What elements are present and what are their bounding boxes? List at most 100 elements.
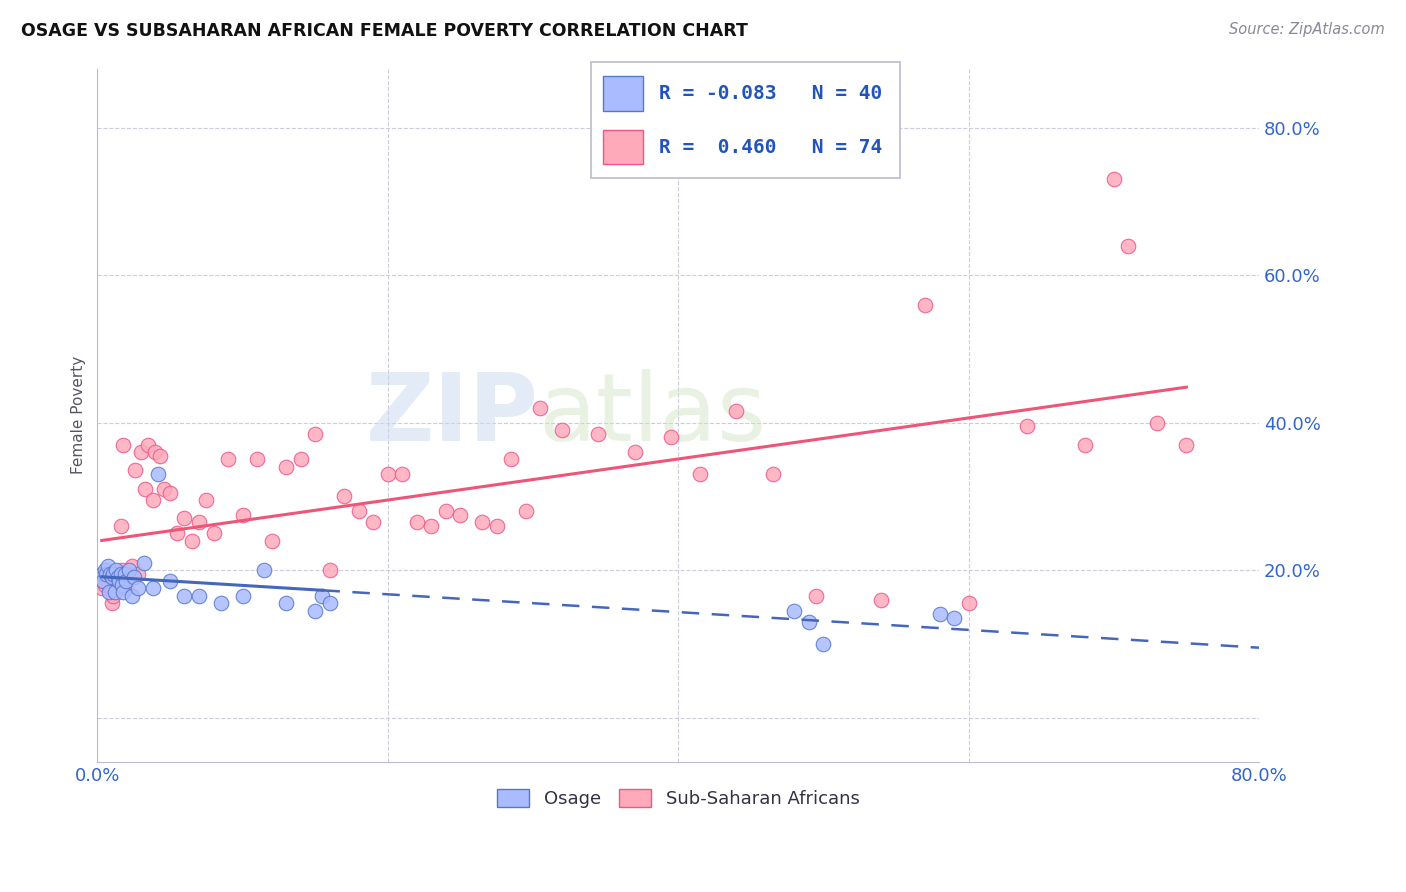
Point (101, 570, 124, 584)
Point (100, 566, 122, 581)
Legend: Osage, Sub-Saharan Africans: Osage, Sub-Saharan Africans (489, 781, 868, 815)
Point (274, 596, 297, 610)
Point (166, 526, 188, 541)
Point (588, 426, 610, 441)
Point (246, 452, 269, 467)
Point (105, 563, 128, 577)
Point (202, 526, 225, 541)
FancyBboxPatch shape (603, 129, 643, 164)
Point (132, 556, 155, 570)
Point (529, 401, 551, 415)
Point (111, 563, 134, 577)
Point (274, 459, 297, 474)
Point (253, 563, 276, 577)
Point (108, 574, 131, 588)
Point (94, 566, 117, 581)
Point (318, 596, 340, 610)
Point (501, 452, 523, 467)
FancyBboxPatch shape (591, 62, 900, 178)
Text: atlas: atlas (538, 369, 768, 461)
Point (914, 297, 936, 311)
Point (405, 515, 427, 529)
Point (623, 445, 645, 459)
Point (1146, 416, 1168, 430)
Point (115, 574, 138, 588)
Point (180, 533, 202, 548)
Point (148, 467, 170, 482)
Y-axis label: Female Poverty: Female Poverty (72, 356, 86, 475)
Point (94, 566, 117, 581)
Point (333, 489, 356, 503)
Text: ZIP: ZIP (366, 369, 538, 461)
Point (347, 504, 370, 518)
Point (114, 566, 136, 581)
Point (122, 570, 145, 584)
Point (98, 585, 121, 599)
Point (141, 582, 163, 596)
Point (928, 607, 950, 622)
Point (101, 596, 124, 610)
Point (105, 566, 128, 581)
Point (121, 559, 143, 574)
Point (290, 452, 312, 467)
Point (870, 592, 893, 607)
Point (90, 582, 112, 596)
Point (420, 518, 443, 533)
Point (1015, 419, 1038, 434)
Point (304, 426, 326, 441)
Point (141, 492, 163, 507)
Point (104, 585, 127, 599)
Point (145, 445, 167, 459)
Text: OSAGE VS SUBSAHARAN AFRICAN FEMALE POVERTY CORRELATION CHART: OSAGE VS SUBSAHARAN AFRICAN FEMALE POVER… (21, 22, 748, 40)
Point (209, 596, 232, 610)
Point (153, 482, 176, 496)
Point (96, 566, 118, 581)
Point (134, 482, 156, 496)
Point (118, 563, 141, 577)
Point (107, 570, 129, 584)
Point (797, 615, 820, 629)
Point (783, 604, 806, 618)
Point (260, 533, 283, 548)
Point (110, 566, 132, 581)
Point (515, 504, 537, 518)
Point (127, 566, 149, 581)
Point (108, 574, 131, 588)
Point (129, 445, 152, 459)
Text: R =  0.460   N = 74: R = 0.460 N = 74 (658, 137, 882, 157)
Text: Source: ZipAtlas.com: Source: ZipAtlas.com (1229, 22, 1385, 37)
Point (112, 437, 135, 451)
Point (485, 518, 508, 533)
Point (1175, 437, 1198, 451)
Point (112, 585, 135, 599)
Point (391, 467, 413, 482)
Point (188, 589, 211, 603)
Point (127, 582, 149, 596)
Point (103, 589, 125, 603)
Point (159, 485, 181, 500)
Point (311, 589, 333, 603)
Point (725, 404, 748, 418)
Point (100, 570, 122, 584)
Point (188, 515, 211, 529)
Point (761, 467, 783, 482)
Point (195, 492, 218, 507)
Point (136, 437, 159, 451)
Point (449, 508, 471, 522)
Point (659, 430, 682, 444)
Point (115, 582, 138, 596)
Point (91, 574, 114, 588)
Point (232, 508, 254, 522)
Point (173, 589, 195, 603)
Point (804, 589, 827, 603)
Point (1102, 172, 1125, 186)
Point (98, 578, 121, 592)
Point (434, 504, 457, 518)
Point (159, 574, 181, 588)
Point (318, 563, 340, 577)
Point (471, 515, 494, 529)
FancyBboxPatch shape (603, 77, 643, 112)
Point (90, 566, 112, 581)
Point (118, 566, 141, 581)
Point (957, 596, 980, 610)
